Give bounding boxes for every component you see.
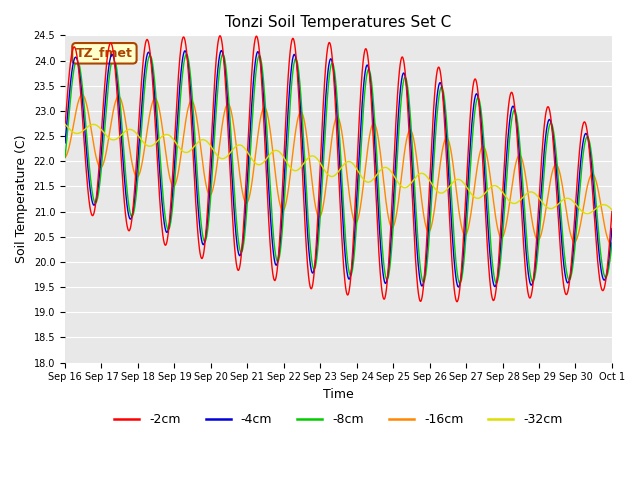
Title: Tonzi Soil Temperatures Set C: Tonzi Soil Temperatures Set C [225, 15, 452, 30]
Legend: -2cm, -4cm, -8cm, -16cm, -32cm: -2cm, -4cm, -8cm, -16cm, -32cm [109, 408, 568, 431]
Text: TZ_fmet: TZ_fmet [76, 47, 133, 60]
Y-axis label: Soil Temperature (C): Soil Temperature (C) [15, 135, 28, 263]
X-axis label: Time: Time [323, 388, 354, 401]
